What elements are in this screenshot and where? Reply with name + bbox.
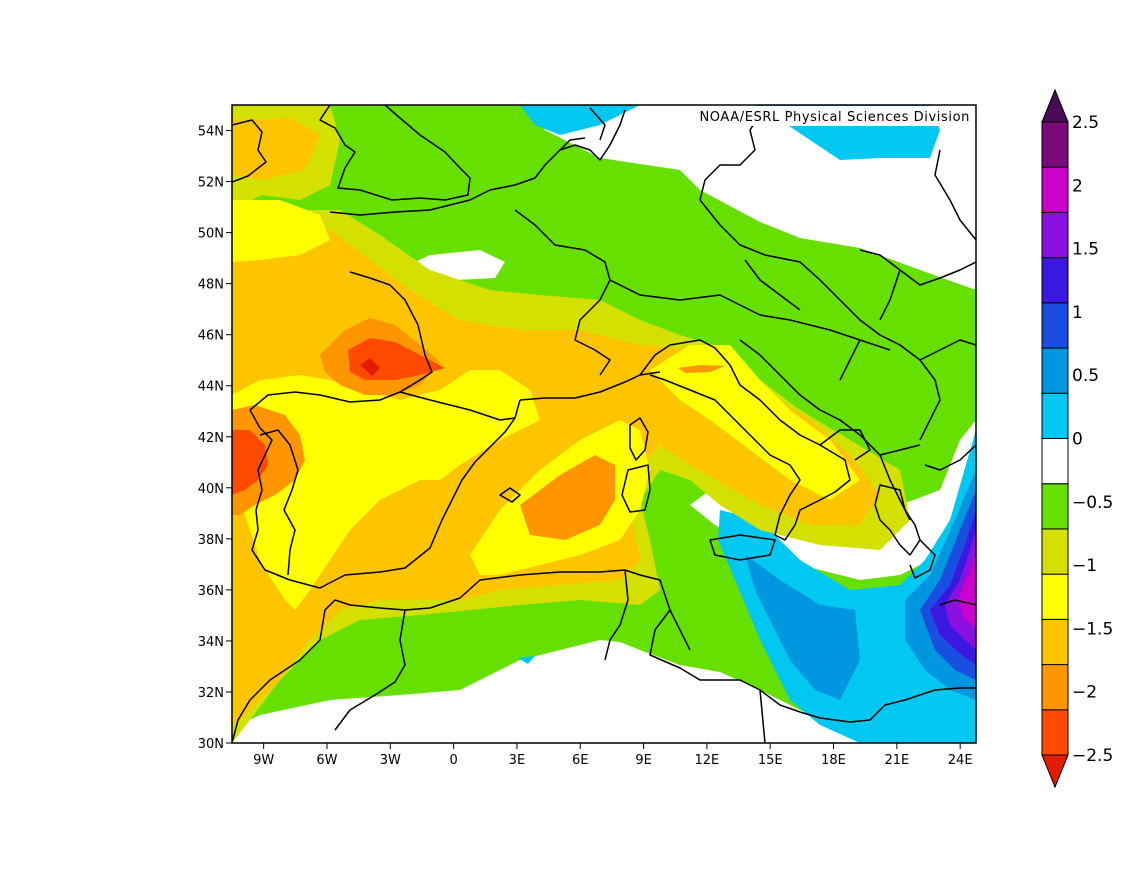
contour-band-min-core <box>360 358 380 376</box>
credit-background <box>652 106 974 126</box>
colorbar-label: 2 <box>1072 176 1083 196</box>
plot-frame <box>231 104 977 744</box>
colorbar-band <box>1041 709 1069 756</box>
contour-fills <box>232 105 976 743</box>
colorbar-band <box>1041 211 1069 259</box>
x-tick-label: 3E <box>509 753 526 768</box>
y-tick-label: 38N <box>198 533 224 548</box>
y-tick-label: 48N <box>198 278 224 293</box>
colorbar-band <box>1041 302 1069 349</box>
colorbar-band <box>1041 392 1069 439</box>
colorbar-band <box>1041 438 1069 485</box>
y-tick-label: 46N <box>198 329 224 344</box>
colorbar-label: −1.5 <box>1072 619 1113 639</box>
x-tick-label: 15E <box>758 753 783 768</box>
y-tick-label: 44N <box>198 380 224 395</box>
contour-band-top <box>958 552 976 628</box>
colorbar-band <box>1041 664 1069 711</box>
colorbar-band <box>1041 121 1069 168</box>
colorbar-label: −0.5 <box>1072 493 1113 513</box>
x-axis: 9W 6W 3W 0 3E 6E 9E 12E 15E 18E 21E 24E <box>253 743 973 768</box>
x-tick-label: 9E <box>635 753 652 768</box>
y-tick-label: 34N <box>198 635 224 650</box>
colorbar-band <box>1041 528 1069 575</box>
y-tick-label: 52N <box>198 176 224 191</box>
y-tick-label: 42N <box>198 431 224 446</box>
colorbar-label: 0.5 <box>1072 366 1099 386</box>
colorbar-label: −2 <box>1072 683 1097 703</box>
colorbar-band <box>1041 257 1069 304</box>
colorbar-min-arrow <box>1041 754 1069 789</box>
credit-label: NOAA/ESRL Physical Sciences Division <box>699 110 970 125</box>
contour-band-min-b <box>232 430 268 495</box>
colorbar-band <box>1041 573 1069 620</box>
colorbar-band <box>1041 483 1069 530</box>
colorbar-band <box>1041 166 1069 213</box>
colorbar-band <box>1041 618 1069 666</box>
y-tick-label: 40N <box>198 482 224 497</box>
y-tick-label: 54N <box>198 125 224 140</box>
x-tick-label: 3W <box>380 753 401 768</box>
y-tick-label: 50N <box>198 227 224 242</box>
y-tick-label: 32N <box>198 686 224 701</box>
x-tick-label: 6E <box>572 753 589 768</box>
colorbar-label: 2.5 <box>1072 113 1099 133</box>
contour-band-0.5-to-1-a <box>745 555 860 700</box>
coastlines <box>232 105 976 743</box>
y-tick-label: 36N <box>198 584 224 599</box>
y-axis: 30N 32N 34N 36N 38N 40N 42N 44N 46N 48N 50N 52N 54N <box>198 125 232 752</box>
y-tick-label: 30N <box>198 737 224 752</box>
colorbar-band <box>1041 347 1069 394</box>
colorbar-label: 1 <box>1072 303 1083 323</box>
x-tick-label: 12E <box>695 753 720 768</box>
x-tick-label: 9W <box>253 753 274 768</box>
colorbar-label: 0 <box>1072 430 1083 450</box>
colorbar-label: −1 <box>1072 556 1097 576</box>
x-tick-label: 18E <box>821 753 846 768</box>
colorbar: −2.5 −2 −1.5 −1 −0.5 0 0.5 1 1.5 2 2.5 <box>1041 88 1113 789</box>
x-tick-label: 21E <box>884 753 909 768</box>
x-tick-label: 6W <box>316 753 337 768</box>
colorbar-label: −2.5 <box>1072 746 1113 766</box>
x-tick-label: 0 <box>449 753 457 768</box>
colorbar-max-arrow <box>1041 88 1069 123</box>
x-tick-label: 24E <box>948 753 973 768</box>
colorbar-label: 1.5 <box>1072 240 1099 260</box>
